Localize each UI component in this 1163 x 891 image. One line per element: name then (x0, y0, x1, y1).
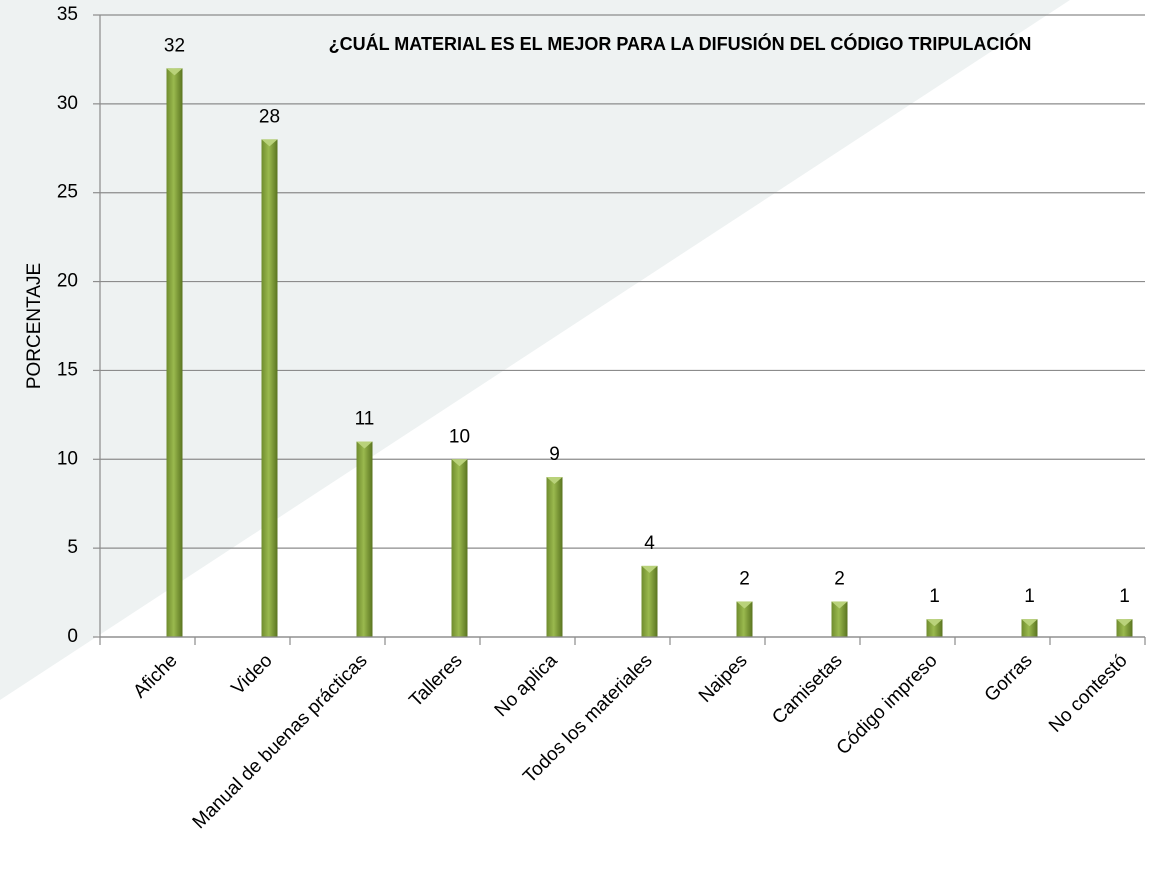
y-tick-label: 5 (67, 537, 78, 558)
data-label: 2 (834, 568, 845, 589)
y-axis-label: PORCENTAJE (24, 263, 45, 389)
bar-cap (356, 441, 373, 449)
x-tick-label: No contestó (1045, 650, 1132, 737)
y-tick-label: 30 (57, 93, 78, 114)
x-tick-label: Afiche (129, 650, 181, 702)
bar (261, 139, 278, 637)
x-tick-label: Video (228, 650, 277, 699)
bar-cap (641, 565, 658, 573)
data-label: 11 (355, 409, 375, 430)
data-label: 9 (549, 444, 560, 465)
x-tick-label: No aplica (491, 650, 562, 721)
x-tick-label: Camisetas (768, 650, 846, 728)
bar (1021, 619, 1038, 637)
y-tick-label: 20 (57, 271, 78, 292)
y-tick-label: 25 (57, 182, 78, 203)
x-tick-label: Talleres (405, 650, 466, 711)
y-tick-label: 15 (57, 359, 78, 380)
bar (831, 601, 848, 637)
data-label: 10 (449, 426, 470, 447)
data-label: 4 (644, 533, 655, 554)
y-tick-label: 0 (67, 626, 78, 647)
bar (736, 601, 753, 637)
bar-cap (1116, 619, 1133, 627)
bar-cap (166, 68, 183, 76)
bar (166, 68, 183, 638)
data-label: 1 (929, 586, 940, 607)
bar (1116, 619, 1133, 637)
bar (356, 441, 373, 637)
x-tick-label: Código impreso (833, 650, 942, 759)
data-label: 1 (1119, 586, 1130, 607)
y-tick-label: 10 (57, 448, 78, 469)
x-tick-label: Manual de buenas prácticas (189, 650, 372, 833)
bar-cap (1021, 619, 1038, 627)
bar-cap (736, 601, 753, 609)
data-label: 2 (739, 568, 750, 589)
bar-cap (261, 139, 278, 147)
bar (641, 565, 658, 637)
bar-cap (546, 477, 563, 485)
bar-cap (451, 459, 468, 467)
bar (451, 459, 468, 637)
bar (546, 477, 563, 637)
bar-cap (831, 601, 848, 609)
bar-cap (926, 619, 943, 627)
x-tick-label: Gorras (981, 650, 1037, 706)
y-tick-label: 35 (57, 4, 78, 25)
chart-title: ¿CUÁL MATERIAL ES EL MEJOR PARA LA DIFUS… (328, 34, 1032, 54)
data-label: 1 (1024, 586, 1035, 607)
background-shape (0, 0, 1070, 700)
x-tick-label: Naipes (695, 650, 752, 707)
data-label: 32 (164, 35, 185, 56)
data-label: 28 (259, 106, 280, 127)
bar (926, 619, 943, 637)
